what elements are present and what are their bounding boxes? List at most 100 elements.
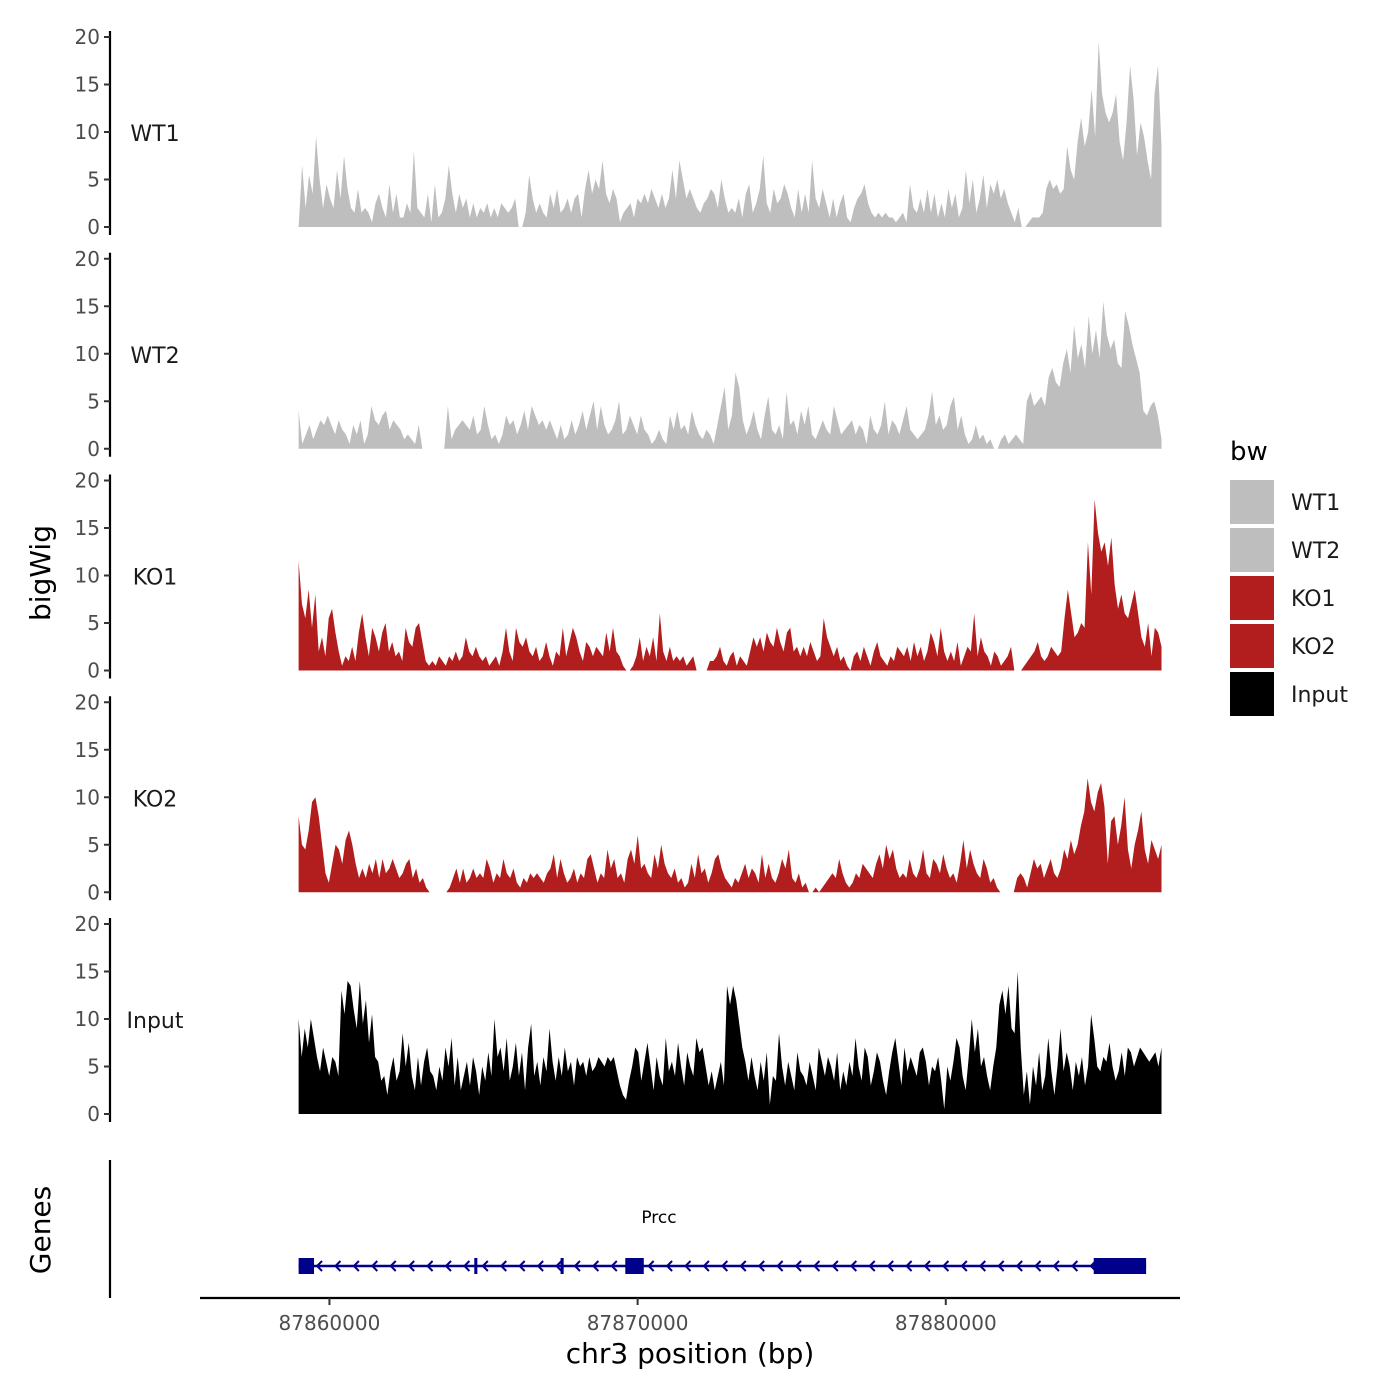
area-wt2 (298, 301, 1162, 449)
gene-label-prcc: Prcc (641, 1208, 676, 1228)
strand-arrow (684, 1260, 692, 1272)
strand-arrow (389, 1260, 397, 1272)
exon-1 (298, 1258, 315, 1274)
strand-arrow (776, 1260, 784, 1272)
strand-arrow (923, 1260, 931, 1272)
strand-arrow (794, 1260, 802, 1272)
y-tick-label-input-15: 15 (75, 960, 100, 984)
y-tick-label-wt1-15: 15 (75, 73, 100, 97)
y-tick-label-wt2-10: 10 (75, 342, 100, 366)
strand-arrow (463, 1260, 471, 1272)
legend-swatch-wt2 (1230, 528, 1274, 572)
area-ko2 (298, 778, 1162, 893)
strand-arrow (591, 1260, 600, 1272)
y-tick-label-wt1-10: 10 (75, 120, 100, 144)
legend-label-wt2: WT2 (1291, 539, 1340, 564)
track-label-input: Input (127, 1009, 184, 1034)
y-tick-label-wt2-20: 20 (75, 247, 100, 271)
track-label-ko1: KO1 (133, 566, 178, 591)
y-tick-label-wt2-5: 5 (87, 389, 100, 413)
strand-arrow (757, 1260, 765, 1272)
legend-label-ko1: KO1 (1291, 587, 1336, 612)
strand-arrow (334, 1260, 342, 1272)
y-tick-label-wt1-20: 20 (75, 25, 100, 49)
legend-title: bw (1230, 437, 1268, 467)
legend-label-input: Input (1291, 683, 1348, 708)
y-tick-label-ko2-5: 5 (87, 833, 100, 857)
strand-arrow (555, 1260, 563, 1272)
x-tick-label-87880000: 87880000 (895, 1311, 997, 1335)
track-ko1: 0 5 10 15 20 KO1 (75, 469, 1162, 683)
y-tick-label-wt2-0: 0 (87, 437, 100, 461)
x-axis-title: chr3 position (bp) (566, 1337, 815, 1370)
track-wt2: 0 5 10 15 20 WT2 (75, 247, 1162, 461)
strand-arrow (849, 1260, 858, 1272)
y-tick-label-ko1-20: 20 (75, 469, 100, 493)
x-axis: 87860000 87870000 87880000 (200, 1296, 1180, 1335)
legend-swatch-wt1 (1230, 480, 1274, 524)
strand-arrow (905, 1260, 913, 1272)
area-input (298, 971, 1162, 1114)
x-tick-label-87870000: 87870000 (587, 1311, 689, 1335)
y-tick-label-ko2-20: 20 (75, 690, 100, 714)
strand-arrow (1070, 1260, 1079, 1272)
strand-arrow (997, 1260, 1005, 1272)
strand-arrow (426, 1260, 434, 1272)
y-tick-label-ko1-15: 15 (75, 516, 100, 540)
strand-arrow (536, 1260, 544, 1272)
strand-arrow (518, 1260, 526, 1272)
strand-arrow (720, 1260, 729, 1272)
strand-arrow (702, 1260, 710, 1272)
track-label-wt1: WT1 (130, 122, 179, 147)
strand-arrow (1015, 1260, 1023, 1272)
legend-swatch-input (1230, 672, 1274, 716)
exon-5 (1093, 1258, 1147, 1274)
y-axis-title: bigWig (24, 525, 57, 621)
y-tick-label-input-20: 20 (75, 912, 100, 936)
strand-arrow (960, 1260, 968, 1272)
track-label-ko2: KO2 (133, 787, 178, 812)
exon-3 (560, 1258, 564, 1274)
tracks-layer: 0 5 10 15 20 WT1 0 5 10 15 20 WT2 0 5 10 15 20 KO1 0 5 10 15 2… (75, 25, 1162, 1126)
strand-arrow (886, 1260, 894, 1272)
y-tick-label-ko2-15: 15 (75, 738, 100, 762)
strand-arrow (665, 1260, 673, 1272)
y-tick-label-input-0: 0 (87, 1102, 100, 1126)
strand-arrow (444, 1260, 452, 1272)
track-wt1: 0 5 10 15 20 WT1 (75, 25, 1162, 239)
track-label-wt2: WT2 (130, 344, 179, 369)
strand-arrow (647, 1260, 655, 1272)
legend-swatch-ko2 (1230, 624, 1274, 668)
y-tick-label-ko1-0: 0 (87, 659, 100, 683)
strand-arrow (573, 1260, 581, 1272)
y-tick-label-wt1-0: 0 (87, 215, 100, 239)
strand-arrow (610, 1260, 618, 1272)
strand-arrow (1034, 1260, 1042, 1272)
y-tick-label-input-5: 5 (87, 1055, 100, 1079)
strand-arrow (481, 1260, 489, 1272)
y-tick-label-ko2-10: 10 (75, 785, 100, 809)
strand-arrow (370, 1260, 379, 1272)
y-tick-label-wt1-5: 5 (87, 168, 100, 192)
y-tick-label-wt2-15: 15 (75, 294, 100, 318)
legend-swatch-ko1 (1230, 576, 1274, 620)
area-wt1 (298, 41, 1162, 227)
track-input: 0 5 10 15 20 Input (75, 912, 1162, 1126)
strand-arrow (407, 1260, 415, 1272)
track-ko2: 0 5 10 15 20 KO2 (75, 690, 1162, 904)
exon-4 (625, 1258, 644, 1274)
area-ko1 (298, 499, 1162, 671)
strand-arrow (739, 1260, 747, 1272)
legend: bw WT1 WT2 KO1 KO2 Input (1230, 437, 1348, 716)
y-tick-label-ko2-0: 0 (87, 880, 100, 904)
strand-arrow (831, 1260, 839, 1272)
y-tick-label-ko1-5: 5 (87, 611, 100, 635)
y-tick-label-ko1-10: 10 (75, 564, 100, 588)
strand-arrow (978, 1260, 986, 1272)
genes-track (108, 1160, 1147, 1298)
genes-axis-title: Genes (24, 1186, 57, 1274)
x-tick-label-87860000: 87860000 (279, 1311, 381, 1335)
legend-label-ko2: KO2 (1291, 635, 1336, 660)
strand-arrow (942, 1260, 950, 1272)
